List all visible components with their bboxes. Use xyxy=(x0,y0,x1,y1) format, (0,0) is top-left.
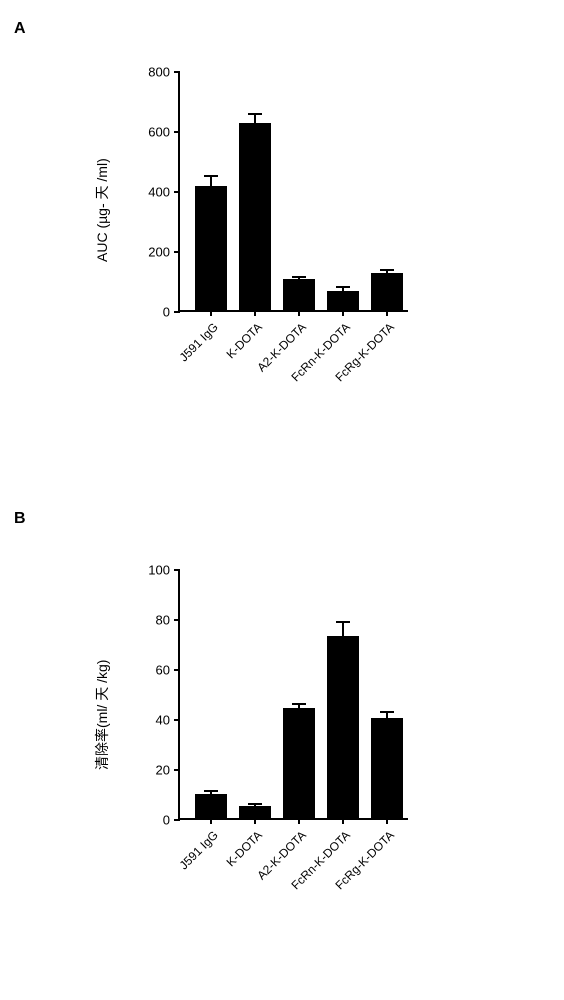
y-tick xyxy=(174,191,180,193)
y-tick-label: 0 xyxy=(163,305,170,320)
chart-b: 清除率(ml/ 天 /kg) 020406080100J591 IgGK-DOT… xyxy=(120,560,420,900)
error-cap xyxy=(380,711,394,713)
error-cap xyxy=(204,175,218,177)
error-cap xyxy=(380,269,394,271)
y-tick xyxy=(174,311,180,313)
y-tick xyxy=(174,819,180,821)
x-label: A2-K-DOTA xyxy=(228,828,309,909)
chart-b-plot: 020406080100J591 IgGK-DOTAA2-K-DOTAFcRn-… xyxy=(178,570,408,820)
chart-a-y-label: AUC (µg- 天 /ml) xyxy=(92,122,112,262)
y-tick xyxy=(174,71,180,73)
y-tick-label: 100 xyxy=(148,563,170,578)
x-label: FcRg-K-DOTA xyxy=(316,828,397,909)
x-label: K-DOTA xyxy=(184,828,265,909)
bar xyxy=(371,718,403,818)
bar xyxy=(371,273,403,311)
x-label: FcRn-K-DOTA xyxy=(272,828,353,909)
bar xyxy=(239,123,271,311)
error-stem xyxy=(254,114,256,123)
bar xyxy=(195,794,227,818)
bar xyxy=(283,708,315,818)
panel-b-label: B xyxy=(14,510,26,528)
error-cap xyxy=(204,790,218,792)
y-tick-label: 200 xyxy=(148,245,170,260)
error-cap xyxy=(292,276,306,278)
x-label: K-DOTA xyxy=(184,320,265,401)
y-tick xyxy=(174,769,180,771)
y-tick-label: 800 xyxy=(148,65,170,80)
y-tick-label: 60 xyxy=(156,663,170,678)
y-tick-label: 80 xyxy=(156,613,170,628)
chart-a-plot: 0200400600800J591 IgGK-DOTAA2-K-DOTAFcRn… xyxy=(178,72,408,312)
bar xyxy=(283,279,315,311)
error-stem xyxy=(210,176,212,186)
error-cap xyxy=(336,286,350,288)
x-tick xyxy=(210,310,212,316)
x-tick xyxy=(342,818,344,824)
y-tick-label: 40 xyxy=(156,713,170,728)
chart-b-y-label: 清除率(ml/ 天 /kg) xyxy=(92,620,112,770)
panel-a-label: A xyxy=(14,20,26,38)
y-tick-label: 400 xyxy=(148,185,170,200)
x-tick xyxy=(298,818,300,824)
error-cap xyxy=(248,113,262,115)
x-label: FcRg-K-DOTA xyxy=(316,320,397,401)
x-tick xyxy=(386,310,388,316)
y-tick-label: 600 xyxy=(148,125,170,140)
x-tick xyxy=(210,818,212,824)
y-tick xyxy=(174,719,180,721)
chart-a: AUC (µg- 天 /ml) 0200400600800J591 IgGK-D… xyxy=(120,62,420,382)
x-label: J591 IgG xyxy=(140,320,221,401)
y-tick-label: 20 xyxy=(156,763,170,778)
error-cap xyxy=(336,621,350,623)
x-tick xyxy=(254,818,256,824)
y-tick-label: 0 xyxy=(163,813,170,828)
bar xyxy=(239,806,271,819)
x-tick xyxy=(342,310,344,316)
y-tick xyxy=(174,669,180,671)
x-label: A2-K-DOTA xyxy=(228,320,309,401)
error-cap xyxy=(248,803,262,805)
x-tick xyxy=(298,310,300,316)
bar xyxy=(195,186,227,311)
x-label: FcRn-K-DOTA xyxy=(272,320,353,401)
y-tick xyxy=(174,131,180,133)
bar xyxy=(327,636,359,819)
x-label: J591 IgG xyxy=(140,828,221,909)
y-tick xyxy=(174,251,180,253)
x-tick xyxy=(254,310,256,316)
error-stem xyxy=(342,622,344,636)
bar xyxy=(327,291,359,311)
error-cap xyxy=(292,703,306,705)
x-tick xyxy=(386,818,388,824)
y-tick xyxy=(174,569,180,571)
y-tick xyxy=(174,619,180,621)
